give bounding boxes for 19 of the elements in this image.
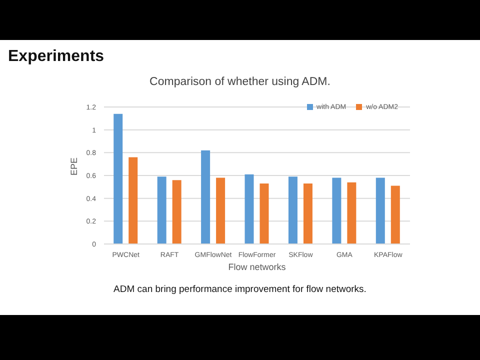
bar — [172, 180, 182, 244]
bar — [260, 183, 269, 244]
bar — [114, 114, 123, 244]
bar — [128, 157, 138, 244]
bar — [347, 182, 356, 244]
bar — [332, 178, 342, 244]
bar — [216, 178, 226, 244]
bar — [157, 176, 166, 244]
y-axis-title: EPE — [69, 157, 80, 176]
x-axis-title: Flow networks — [228, 262, 286, 272]
bar — [244, 174, 254, 244]
chart-title: Experiments — [8, 48, 104, 66]
chart-subtitle: Comparison of whether using ADM. — [148, 76, 332, 88]
bar — [288, 176, 298, 244]
bar — [376, 178, 385, 244]
text: ADM can bring performance improvement for flow networks. — [112, 284, 368, 295]
bar — [201, 150, 210, 244]
bar — [303, 183, 312, 244]
bar — [390, 186, 400, 244]
